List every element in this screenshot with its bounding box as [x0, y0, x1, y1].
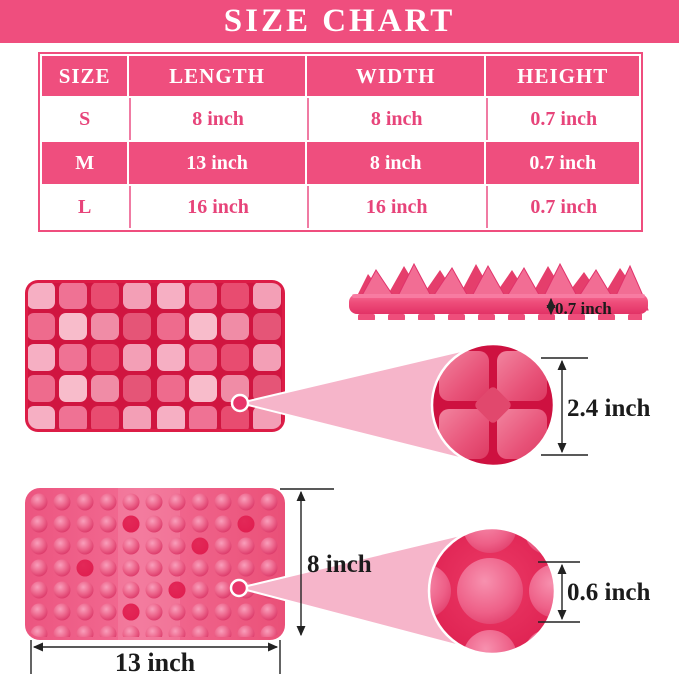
square-cavity-magnifier: [430, 342, 556, 468]
mat-length-label: 13 inch: [115, 648, 196, 674]
table-row-size-l: L 16 inch 16 inch 0.7 inch: [42, 186, 639, 228]
dome-size-measurement: [538, 561, 580, 623]
square-callout-beam: [239, 342, 496, 468]
bump-mat-bumps: [28, 491, 282, 637]
bump-mat-figure: [25, 488, 285, 640]
product-figures: 0.7 inch 2.4 inch: [0, 240, 679, 677]
square-mold-callout-dot: [230, 393, 250, 413]
square-mold-cavities: [28, 283, 282, 429]
cell-length: 8 inch: [129, 98, 305, 140]
column-header-width: WIDTH: [306, 56, 485, 96]
mold-side-base: [349, 294, 648, 314]
mat-width-label: 8 inch: [307, 551, 372, 578]
cell-width: 8 inch: [306, 98, 485, 140]
cavity-size-measurement: [541, 357, 588, 456]
dome-size-label: 0.6 inch: [567, 579, 650, 606]
cell-width: 8 inch: [306, 142, 485, 184]
cell-height: 0.7 inch: [486, 186, 639, 228]
cell-width: 16 inch: [306, 186, 485, 228]
cavity-size-label: 2.4 inch: [567, 395, 650, 422]
cell-length: 16 inch: [129, 186, 305, 228]
mold-side-view-figure: 0.7 inch: [349, 262, 649, 320]
mold-side-feet: [358, 313, 642, 320]
bump-mat-dark-bumps: [76, 515, 255, 621]
table-row-size-m: M 13 inch 8 inch 0.7 inch: [42, 142, 639, 184]
size-table-header-row: SIZE LENGTH WIDTH HEIGHT: [42, 56, 639, 96]
cell-height: 0.7 inch: [486, 98, 639, 140]
size-table-container: SIZE LENGTH WIDTH HEIGHT S 8 inch 8 inch…: [38, 52, 643, 232]
column-header-size: SIZE: [42, 56, 128, 96]
square-mold-top-view: [25, 280, 285, 432]
cell-height: 0.7 inch: [486, 142, 639, 184]
dome-magnifier: [427, 526, 557, 656]
cell-size: S: [42, 98, 128, 140]
page-title: SIZE CHART: [223, 3, 456, 39]
column-header-height: HEIGHT: [486, 56, 639, 96]
cell-length: 13 inch: [129, 142, 305, 184]
cell-size: L: [42, 186, 128, 228]
cell-size: M: [42, 142, 128, 184]
mold-side-base-lip: [352, 294, 645, 298]
side-height-label: 0.7 inch: [555, 299, 612, 318]
dome-callout-beam: [238, 526, 495, 656]
mat-length-measurement: [30, 640, 281, 674]
size-chart-banner: SIZE CHART: [0, 0, 679, 43]
column-header-length: LENGTH: [129, 56, 305, 96]
table-row-size-s: S 8 inch 8 inch 0.7 inch: [42, 98, 639, 140]
mat-width-measurement: [280, 488, 334, 637]
bump-mat-callout-dot: [229, 578, 249, 598]
size-table: SIZE LENGTH WIDTH HEIGHT S 8 inch 8 inch…: [40, 54, 641, 230]
